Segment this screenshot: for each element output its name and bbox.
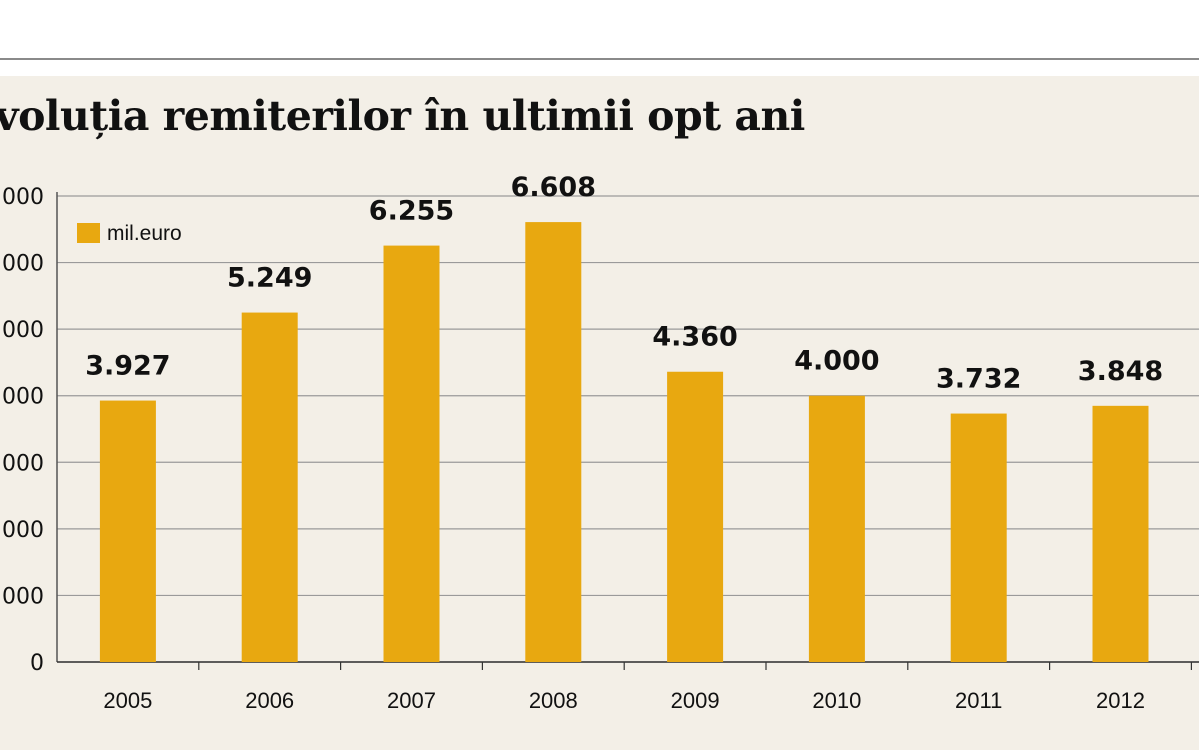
x-tick-label: 2012 [1096,688,1145,713]
data-label: 6.608 [511,172,596,203]
data-label: 5.249 [227,263,312,294]
legend-swatch [77,223,100,243]
y-tick-label: 3.000 [0,451,44,476]
data-label: 4.000 [794,346,879,377]
y-tick-label: 7.000 [0,185,44,210]
data-label: 3.927 [85,351,170,382]
top-rule [0,58,1199,60]
bar [667,371,724,662]
y-tick-label: 2.000 [0,518,44,543]
bar [241,312,298,662]
data-label: 4.360 [652,322,737,353]
y-tick-label: 4.000 [0,385,44,410]
chart-title: Evoluția remiterilor în ultimii opt ani [0,92,805,140]
data-label: 3.848 [1078,356,1163,387]
x-tick-label: 2007 [387,688,436,713]
y-tick-label: 6.000 [0,252,44,277]
data-label: 3.732 [936,364,1021,395]
data-label: 6.255 [369,196,454,227]
x-tick-label: 2006 [245,688,294,713]
x-tick-label: 2010 [812,688,861,713]
chart-title-container: Evoluția remiterilor în ultimii opt ani [0,92,1199,152]
x-tick-label: 2005 [103,688,152,713]
y-tick-label: 1.000 [0,584,44,609]
bar [525,222,582,662]
x-tick-label: 2009 [671,688,720,713]
y-tick-label: 5.000 [0,318,44,343]
bar [383,245,440,663]
x-tick-label: 2008 [529,688,578,713]
x-tick-label: 2011 [955,688,1002,713]
bar [99,400,156,662]
legend-label: mil.euro [107,222,182,245]
bar [1092,405,1149,662]
bar [950,413,1007,662]
bar [808,395,865,662]
y-tick-label: 0 [30,651,44,676]
